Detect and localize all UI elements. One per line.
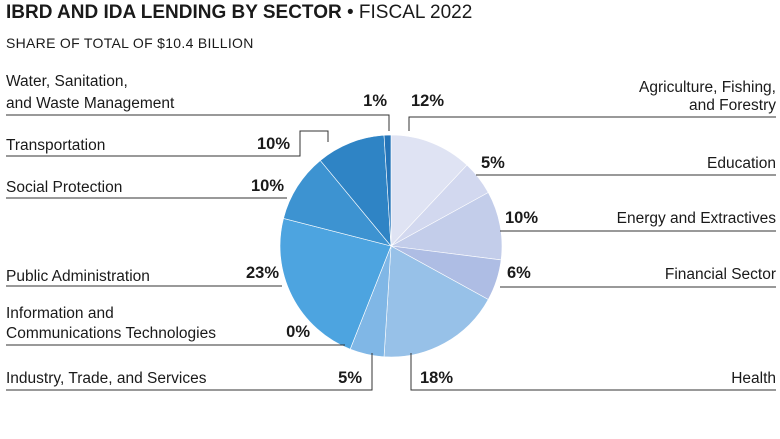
slice-label-energy-and-extractives: Energy and Extractives — [617, 210, 777, 227]
leader-line-transportation — [6, 130, 329, 157]
slice-label-information-and-communications-technologies-line-1: Information and — [6, 305, 114, 322]
leader-line-agriculture-fishing-and-forestry — [408, 116, 776, 131]
chart-title-main: IBRD AND IDA LENDING BY SECTOR — [6, 2, 342, 23]
slice-label-agriculture-fishing-and-forestry-line-1: Agriculture, Fishing, — [639, 79, 776, 96]
pie-slice-public-administration — [279, 218, 392, 350]
slice-percent-information-and-communications-technologies: 0% — [286, 323, 310, 341]
slice-percent-social-protection: 10% — [251, 177, 284, 195]
slice-label-transportation: Transportation — [6, 137, 105, 154]
slice-percent-transportation: 10% — [257, 135, 290, 153]
leader-line-industry-trade-and-services — [6, 353, 373, 391]
slice-label-public-administration: Public Administration — [6, 268, 150, 285]
slice-label-financial-sector: Financial Sector — [665, 266, 776, 283]
slice-percent-financial-sector: 6% — [507, 264, 531, 282]
leader-line-water-sanitation-and-waste-management — [6, 114, 390, 131]
slice-percent-industry-trade-and-services: 5% — [338, 369, 362, 387]
leader-line-health — [410, 353, 776, 391]
slice-label-water-sanitation-and-waste-management-line-2: and Waste Management — [6, 95, 175, 112]
chart-title: IBRD AND IDA LENDING BY SECTOR • FISCAL … — [6, 0, 472, 26]
slice-label-agriculture-fishing-and-forestry-line-2: and Forestry — [689, 97, 776, 114]
slice-label-health: Health — [731, 370, 776, 387]
slice-percent-agriculture-fishing-and-forestry: 12% — [411, 92, 444, 110]
leader-lines — [6, 114, 776, 391]
slice-percent-water-sanitation-and-waste-management: 1% — [363, 92, 387, 110]
slice-percent-health: 18% — [420, 369, 453, 387]
pie-slices — [279, 134, 503, 358]
chart-title-separator: • — [346, 2, 354, 23]
slice-percent-energy-and-extractives: 10% — [505, 209, 538, 227]
pie-slice-agriculture-fishing-and-forestry — [390, 134, 468, 247]
slice-label-education: Education — [707, 155, 776, 172]
pie-slice-water-sanitation-and-waste-management — [383, 134, 392, 247]
slice-label-social-protection: Social Protection — [6, 179, 122, 196]
pie-slice-health — [383, 245, 489, 358]
slice-label-water-sanitation-and-waste-management-line-1: Water, Sanitation, — [6, 73, 128, 90]
slice-label-industry-trade-and-services: Industry, Trade, and Services — [6, 370, 207, 387]
chart-title-year: FISCAL 2022 — [358, 2, 473, 23]
chart-subtitle: SHARE OF TOTAL OF $10.4 BILLION — [6, 35, 254, 51]
slice-percent-public-administration: 23% — [246, 264, 279, 282]
slice-labels: Agriculture, Fishing,and Forestry 12% Educ… — [6, 73, 776, 387]
slice-label-information-and-communications-technologies-line-2: Communications Technologies — [6, 325, 216, 342]
slice-percent-education: 5% — [481, 154, 505, 172]
